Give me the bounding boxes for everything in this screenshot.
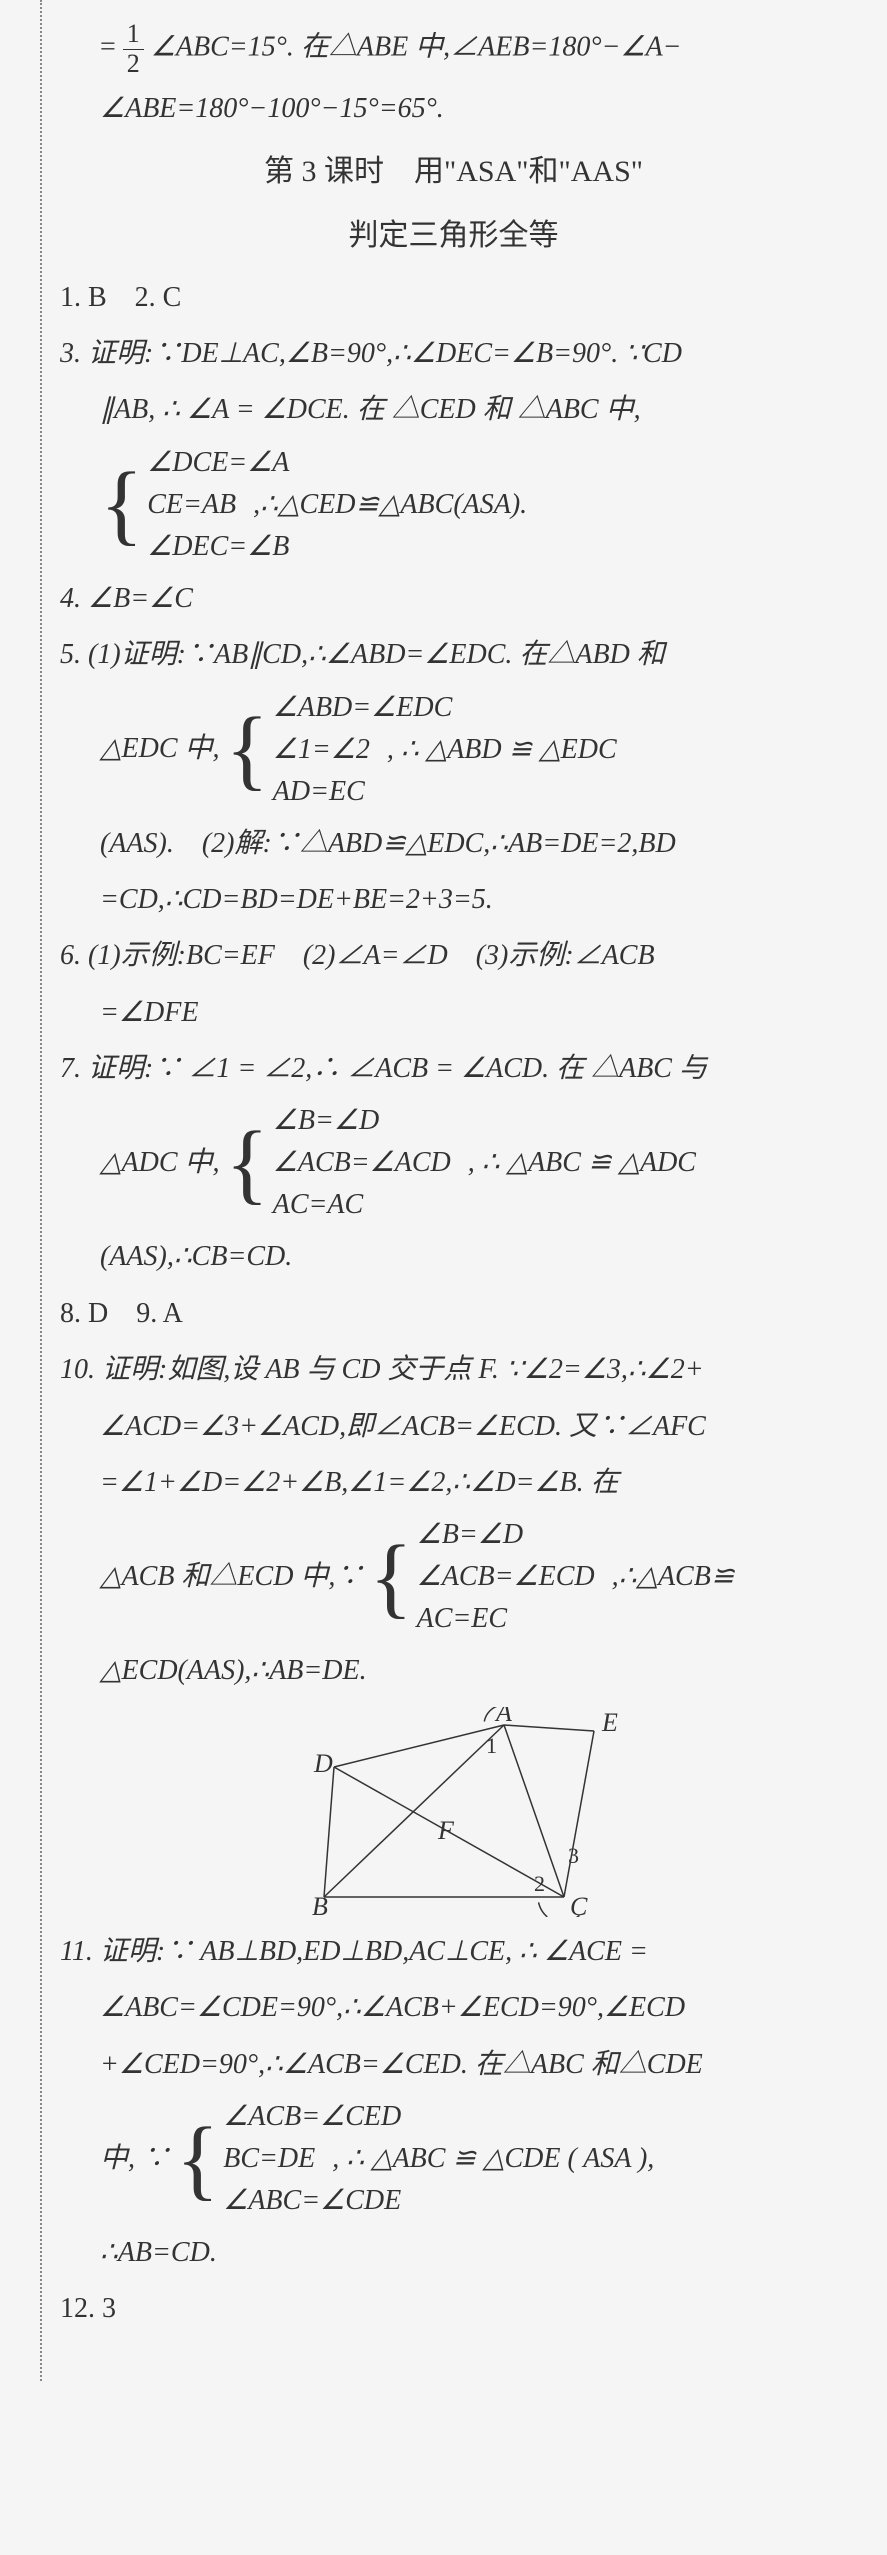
continuation-line-1: = 1 2 ∠ABC=15°. 在△ABE 中,∠AEB=180°−∠A− bbox=[60, 20, 847, 78]
left-brace-icon: { bbox=[100, 464, 143, 545]
problem-6-line2: =∠DFE bbox=[60, 988, 847, 1038]
problem-10-brace: △ACB 和△ECD 中,∵ { ∠B=∠D ∠ACB=∠ECD ,∴△ACB≌… bbox=[60, 1514, 847, 1640]
problem-11-cont3: ∴AB=CD. bbox=[60, 2228, 847, 2278]
answers-8-9: 8. D 9. A bbox=[60, 1289, 847, 1339]
svg-text:2: 2 bbox=[534, 1871, 545, 1896]
problem-5-brace: △EDC 中, { ∠ABD=∠EDC ∠1=∠2 , ∴ △ABD ≌ △ED… bbox=[60, 687, 847, 813]
geometry-diagram: 1 23 A E D F B C bbox=[284, 1707, 624, 1917]
section-title-line-1: 第 3 课时 用"ASA"和"AAS" bbox=[60, 145, 847, 199]
problem-11-lead: 11. 证明:∵ AB⊥BD,ED⊥BD,AC⊥CE, ∴ ∠ACE = bbox=[60, 1927, 847, 1977]
problem-10-cont1: ∠ACD=∠3+∠ACD,即∠ACB=∠ECD. 又∵∠AFC bbox=[60, 1402, 847, 1452]
left-brace-icon: { bbox=[226, 1123, 269, 1204]
continuation-line-2: ∠ABE=180°−100°−15°=65°. bbox=[60, 84, 847, 134]
problem-11-cont2: +∠CED=90°,∴∠ACB=∠CED. 在△ABC 和△CDE bbox=[60, 2040, 847, 2090]
section-title-line-2: 判定三角形全等 bbox=[60, 209, 847, 263]
svg-text:3: 3 bbox=[568, 1843, 579, 1868]
left-brace-icon: { bbox=[176, 2119, 219, 2200]
problem-7-lead: 7. 证明:∵ ∠1 = ∠2,∴ ∠ACB = ∠ACD. 在 △ABC 与 bbox=[60, 1044, 847, 1094]
problem-5-cont2: (AAS). (2)解:∵△ABD≌△EDC,∴AB=DE=2,BD bbox=[60, 819, 847, 869]
problem-3-lead: 3. 证明:∵DE⊥AC,∠B=90°,∴∠DEC=∠B=90°. ∵CD bbox=[60, 329, 847, 379]
problem-6-line1: 6. (1)示例:BC=EF (2)∠A=∠D (3)示例:∠ACB bbox=[60, 931, 847, 981]
problem-10-cont2: =∠1+∠D=∠2+∠B,∠1=∠2,∴∠D=∠B. 在 bbox=[60, 1458, 847, 1508]
problem-10-cont3: △ECD(AAS),∴AB=DE. bbox=[60, 1646, 847, 1696]
problem-10-lead: 10. 证明:如图,设 AB 与 CD 交于点 F. ∵∠2=∠3,∴∠2+ bbox=[60, 1345, 847, 1395]
cont1-rest: ∠ABC=15°. 在△ABE 中,∠AEB=180°−∠A− bbox=[151, 32, 682, 63]
left-brace-icon: { bbox=[226, 709, 269, 790]
svg-text:A: A bbox=[494, 1707, 512, 1727]
problem-12: 12. 3 bbox=[60, 2284, 847, 2334]
problem-4: 4. ∠B=∠C bbox=[60, 574, 847, 624]
svg-text:E: E bbox=[601, 1708, 618, 1737]
left-brace-icon: { bbox=[369, 1537, 412, 1618]
problem-5-lead: 5. (1)证明:∵AB∥CD,∴∠ABD=∠EDC. 在△ABD 和 bbox=[60, 630, 847, 680]
svg-text:C: C bbox=[570, 1892, 588, 1917]
problem-11-brace: 中, ∵ { ∠ACB=∠CED BC=DE , ∴ △ABC ≌ △CDE (… bbox=[60, 2096, 847, 2222]
eq-sign: = bbox=[100, 32, 116, 63]
problem-3-cont1: ∥AB, ∴ ∠A = ∠DCE. 在 △CED 和 △ABC 中, bbox=[60, 385, 847, 435]
problem-5-cont3: =CD,∴CD=BD=DE+BE=2+3=5. bbox=[60, 875, 847, 925]
svg-text:1: 1 bbox=[486, 1733, 497, 1758]
fraction-half: 1 2 bbox=[123, 20, 144, 78]
svg-text:D: D bbox=[313, 1749, 333, 1778]
problem-3-brace: { ∠DCE=∠A CE=AB ,∴△CED≌△ABC(ASA). ∠DEC=∠… bbox=[60, 442, 847, 568]
problem-7-cont2: (AAS),∴CB=CD. bbox=[60, 1232, 847, 1282]
svg-text:F: F bbox=[437, 1816, 455, 1845]
problem-11-cont1: ∠ABC=∠CDE=90°,∴∠ACB+∠ECD=90°,∠ECD bbox=[60, 1983, 847, 2033]
answers-1-2: 1. B 2. C bbox=[60, 273, 847, 323]
svg-text:B: B bbox=[312, 1892, 328, 1917]
problem-7-brace: △ADC 中, { ∠B=∠D ∠ACB=∠ACD , ∴ △ABC ≌ △AD… bbox=[60, 1100, 847, 1226]
